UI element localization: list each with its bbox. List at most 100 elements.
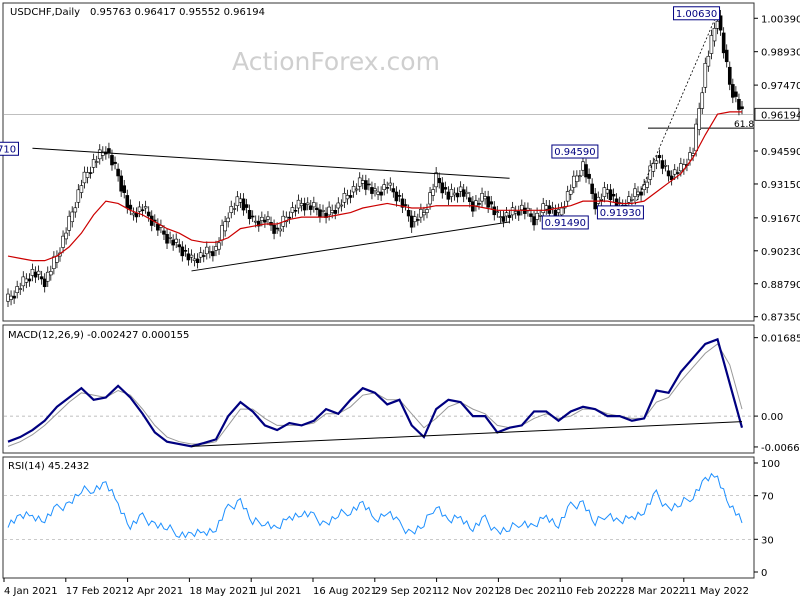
x-tick-label: 1 Jul 2021 <box>251 586 301 597</box>
candle-body <box>278 228 282 232</box>
candle-body <box>134 212 139 218</box>
candle-body <box>143 206 148 209</box>
candle-body <box>373 188 377 192</box>
macd-main-line <box>7 337 744 448</box>
candle-body <box>446 191 451 200</box>
candle-body <box>419 209 423 218</box>
candle-body <box>461 189 466 197</box>
candle-body <box>67 215 71 231</box>
candle-body <box>425 209 429 213</box>
candle-body <box>532 216 536 226</box>
candle-body <box>636 191 640 195</box>
candle-body <box>91 159 96 168</box>
candle-body <box>318 209 322 218</box>
candle-body <box>162 230 166 235</box>
candle-body <box>116 168 120 177</box>
candle-body <box>553 209 558 216</box>
candle-body <box>354 188 359 191</box>
candle-body <box>657 155 662 159</box>
price-layer: 1.00630 0.94710 0.94590 0.91930 0.91490 61.8 <box>0 6 754 307</box>
candle-body <box>110 155 114 166</box>
candle-body <box>376 191 380 195</box>
candle-body <box>327 206 331 216</box>
price-tick-label: 0.90230 <box>761 247 800 258</box>
candle-body <box>535 212 539 220</box>
candle-body <box>308 205 313 210</box>
x-tick-label: 16 Aug 2021 <box>313 586 377 597</box>
candle-body <box>70 211 75 223</box>
candle-body <box>370 187 374 194</box>
candle-body <box>18 288 23 290</box>
macd-label: MACD(12,26,9) -0.002427 0.000155 <box>8 330 189 341</box>
candle-body <box>541 203 546 213</box>
candle-body <box>666 170 671 177</box>
candle-body <box>30 269 35 276</box>
x-tick-label: 10 Feb 2022 <box>560 586 622 597</box>
candle-body <box>559 207 564 216</box>
candle-body <box>679 163 683 172</box>
candle-body <box>208 251 212 253</box>
candle-body <box>697 108 701 130</box>
candle-body <box>177 244 182 248</box>
candle-body <box>137 206 142 212</box>
candle-body <box>440 182 445 194</box>
candle-body <box>238 198 243 203</box>
candle-body <box>201 255 206 257</box>
candle-body <box>483 196 487 200</box>
candle-body <box>198 252 203 258</box>
candle-body <box>330 209 334 213</box>
candle-body <box>675 172 680 174</box>
candle-body <box>412 216 417 223</box>
candle-body <box>183 250 188 252</box>
x-tick-label: 18 May 2021 <box>189 586 254 597</box>
candle-body <box>718 15 723 31</box>
candle-body <box>458 186 463 192</box>
candle-body <box>122 185 127 193</box>
ohlc-readout: 0.95763 0.96417 0.95552 0.96194 <box>90 7 265 18</box>
candle-body <box>39 276 44 280</box>
fib-level-label: 61.8 <box>734 120 754 130</box>
candle-body <box>513 211 518 214</box>
candle-body <box>385 187 390 189</box>
candle-body <box>565 191 570 202</box>
price-tick-label: 0.88790 <box>761 280 800 291</box>
candle-body <box>128 204 133 210</box>
symbol-timeframe: USDCHF,Daily <box>10 7 80 18</box>
candle-body <box>584 164 588 178</box>
candle-body <box>296 199 301 209</box>
macd-tick-label: 0.00 <box>761 412 783 423</box>
price-annotation-box <box>673 6 721 21</box>
candle-body <box>345 195 350 200</box>
candle-body <box>645 181 649 188</box>
triangle-lower-line <box>191 221 510 272</box>
candle-body <box>740 106 744 109</box>
x-tick-label: 28 Dec 2021 <box>498 586 562 597</box>
candle-body <box>131 212 136 216</box>
price-tick-label: 0.97470 <box>761 81 800 92</box>
candle-body <box>140 209 145 212</box>
candle-body <box>275 227 279 230</box>
candle-body <box>568 189 573 195</box>
candle-body <box>214 246 218 251</box>
candle-body <box>211 251 215 257</box>
candle-body <box>321 210 325 212</box>
candle-body <box>9 295 13 300</box>
candle-body <box>737 98 741 110</box>
candle-body <box>235 196 240 207</box>
candle-body <box>204 246 209 255</box>
candle-body <box>226 217 230 223</box>
candle-body <box>611 193 616 197</box>
candle-body <box>12 295 16 299</box>
candle-body <box>357 177 362 187</box>
candle-body <box>82 171 87 184</box>
candle-body <box>266 216 270 220</box>
price-annotation-label: 0.94590 <box>554 147 595 158</box>
candle-body <box>694 123 698 152</box>
moving-average-line <box>7 111 742 262</box>
candle-body <box>480 193 484 202</box>
candle-body <box>36 270 41 275</box>
candle-body <box>504 212 509 217</box>
candle-body <box>247 209 252 220</box>
candle-body <box>290 207 295 213</box>
